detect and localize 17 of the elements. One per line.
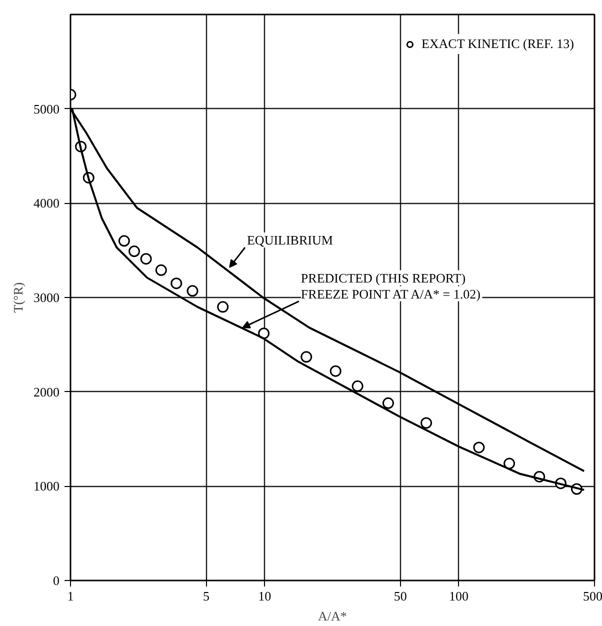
y-tick-label: 5000 <box>34 101 60 116</box>
x-tick-label: 100 <box>449 588 469 604</box>
legend-label: EXACT KINETIC (REF. 13) <box>421 36 574 52</box>
y-tick-label: 4000 <box>34 196 60 211</box>
x-tick-label: 1 <box>67 588 74 604</box>
y-tick-label: 2000 <box>34 384 60 400</box>
annotation: EQUILIBRIUM <box>246 232 334 248</box>
y-tick-label: 0 <box>53 573 60 588</box>
x-axis-title: A/A* <box>318 608 347 624</box>
y-tick-label: 3000 <box>34 290 60 305</box>
y-tick-label: 1000 <box>34 478 60 494</box>
y-axis-title: T(°R) <box>10 282 26 313</box>
annotation: PREDICTED (THIS REPORT) FREEZE POINT AT A/A* = 1.02) <box>300 270 480 302</box>
x-tick-label: 10 <box>258 588 272 604</box>
x-tick-label: 50 <box>394 588 407 604</box>
x-tick-label: 500 <box>583 588 602 604</box>
x-tick-label: 5 <box>202 588 210 604</box>
